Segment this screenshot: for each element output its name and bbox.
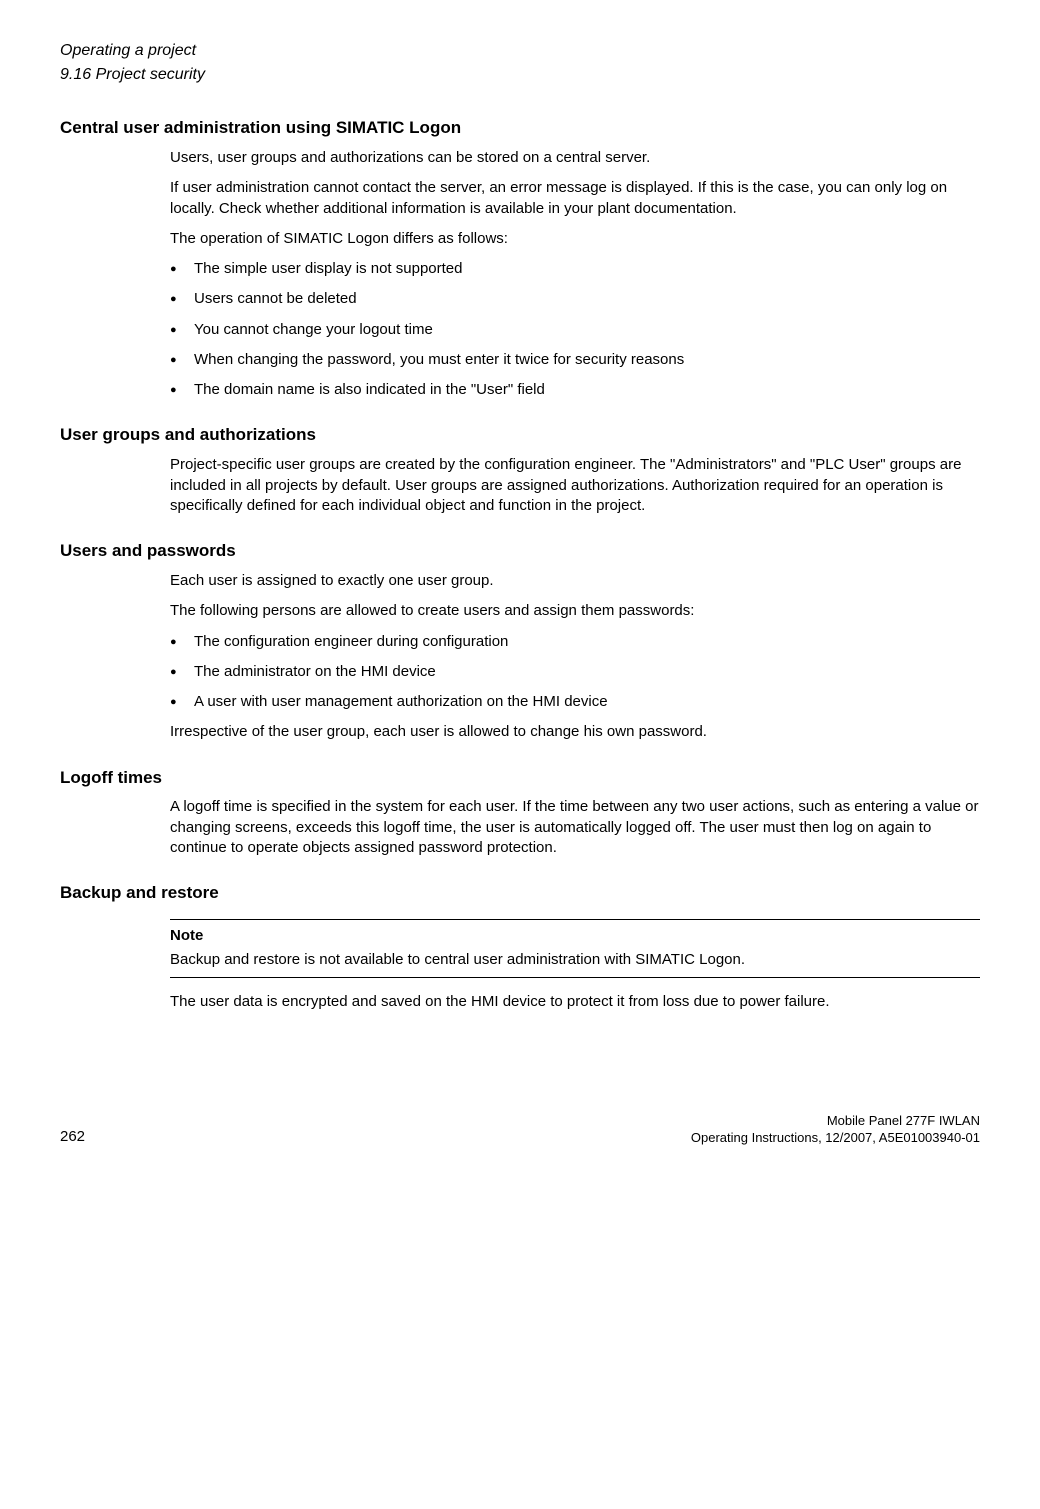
list-item: When changing the password, you must ent… [170,350,980,370]
list-item: The administrator on the HMI device [170,662,980,682]
footer-product: Mobile Panel 277F IWLAN [691,1112,980,1130]
body-text: If user administration cannot contact th… [170,178,980,219]
note-label: Note [170,926,980,946]
body-text: Users, user groups and authorizations ca… [170,148,980,168]
body-text: The user data is encrypted and saved on … [170,992,980,1012]
footer-right: Mobile Panel 277F IWLAN Operating Instru… [691,1112,980,1147]
note-box: Note Backup and restore is not available… [170,919,980,978]
heading-backup-restore: Backup and restore [60,882,980,905]
chapter-title: Operating a project [60,40,980,62]
heading-logoff-times: Logoff times [60,767,980,790]
list-item: The simple user display is not supported [170,259,980,279]
list-item: The configuration engineer during config… [170,632,980,652]
body-text: A logoff time is specified in the system… [170,797,980,858]
heading-central-user-admin: Central user administration using SIMATI… [60,117,980,140]
heading-user-groups: User groups and authorizations [60,424,980,447]
page-header: Operating a project 9.16 Project securit… [60,40,980,85]
list-item: Users cannot be deleted [170,289,980,309]
bullet-list: The simple user display is not supported… [170,259,980,400]
body-text: Project-specific user groups are created… [170,455,980,516]
section-number: 9.16 Project security [60,64,980,86]
page-footer: 262 Mobile Panel 277F IWLAN Operating In… [60,1112,980,1147]
body-text: The operation of SIMATIC Logon differs a… [170,229,980,249]
body-text: Irrespective of the user group, each use… [170,722,980,742]
note-text: Backup and restore is not available to c… [170,950,980,970]
bullet-list: The configuration engineer during config… [170,632,980,713]
footer-docinfo: Operating Instructions, 12/2007, A5E0100… [691,1129,980,1147]
page-number: 262 [60,1127,85,1147]
list-item: You cannot change your logout time [170,320,980,340]
list-item: The domain name is also indicated in the… [170,380,980,400]
body-text: The following persons are allowed to cre… [170,601,980,621]
heading-users-passwords: Users and passwords [60,540,980,563]
body-text: Each user is assigned to exactly one use… [170,571,980,591]
list-item: A user with user management authorizatio… [170,692,980,712]
